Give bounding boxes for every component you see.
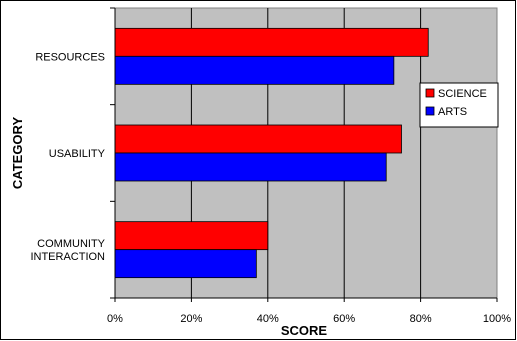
bar-science <box>114 27 429 57</box>
legend: SCIENCE ARTS <box>419 82 499 128</box>
bar-science <box>114 124 402 154</box>
x-tick-label: 60% <box>333 313 355 325</box>
legend-label: SCIENCE <box>438 88 487 100</box>
bar-science <box>114 221 269 251</box>
bars <box>114 27 429 279</box>
legend-swatch <box>425 88 435 98</box>
y-tick-label: RESOURCES <box>35 51 105 63</box>
x-tick-label: 80% <box>410 313 432 325</box>
x-tick-label: 100% <box>483 313 511 325</box>
x-axis: 0% 20% 40% 60% 80% 100% <box>107 297 511 325</box>
x-tick-label: 20% <box>180 313 202 325</box>
x-tick-label: 0% <box>107 313 123 325</box>
y-tick-label: USABILITY <box>49 148 106 160</box>
x-axis-title: SCORE <box>281 323 328 338</box>
legend-box <box>419 82 499 128</box>
bar-arts <box>114 152 387 182</box>
y-tick-label: COMMUNITY <box>37 238 105 250</box>
bar-arts <box>114 55 395 85</box>
legend-swatch <box>425 106 435 116</box>
y-axis-title: CATEGORY <box>10 117 25 190</box>
legend-label: ARTS <box>438 106 467 118</box>
bar-arts <box>114 249 257 279</box>
x-tick-label: 40% <box>257 313 279 325</box>
y-tick-label: INTERACTION <box>30 251 105 263</box>
